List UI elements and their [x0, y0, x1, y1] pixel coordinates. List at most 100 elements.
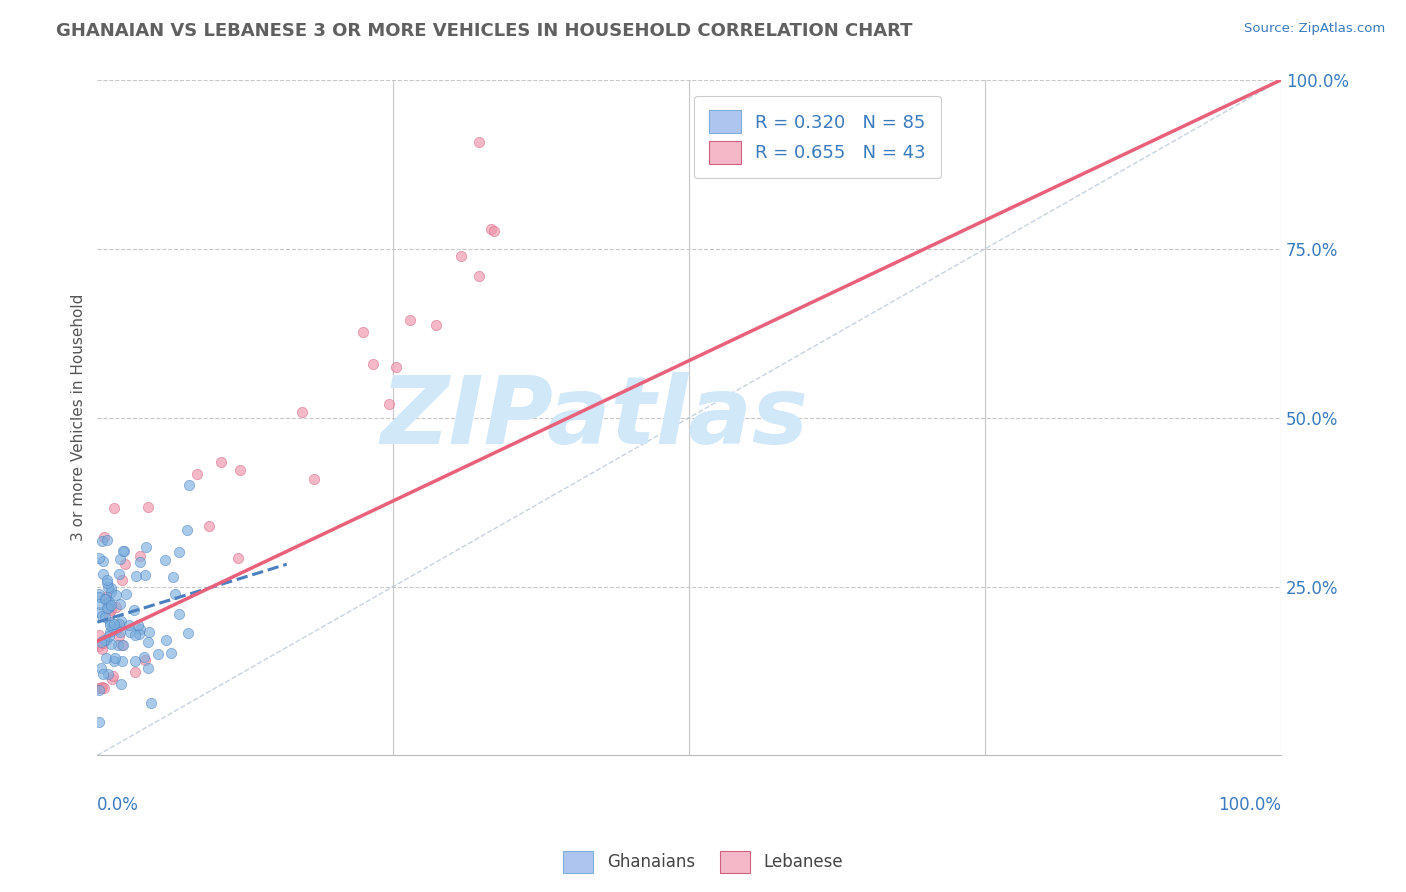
- Legend: R = 0.320   N = 85, R = 0.655   N = 43: R = 0.320 N = 85, R = 0.655 N = 43: [695, 95, 941, 178]
- Text: GHANAIAN VS LEBANESE 3 OR MORE VEHICLES IN HOUSEHOLD CORRELATION CHART: GHANAIAN VS LEBANESE 3 OR MORE VEHICLES …: [56, 22, 912, 40]
- Point: [94, 633, 117, 648]
- Point: [139, 696, 162, 710]
- Point: [209, 454, 232, 468]
- Point: [108, 552, 131, 566]
- Point: [87, 550, 110, 565]
- Point: [91, 553, 114, 567]
- Point: [122, 603, 145, 617]
- Point: [129, 555, 152, 569]
- Point: [97, 601, 120, 615]
- Y-axis label: 3 or more Vehicles in Household: 3 or more Vehicles in Household: [72, 294, 86, 541]
- Point: [105, 588, 128, 602]
- Point: [107, 567, 129, 582]
- Point: [105, 622, 128, 636]
- Point: [155, 633, 177, 648]
- Point: [167, 607, 190, 621]
- Point: [90, 681, 112, 695]
- Point: [94, 591, 117, 606]
- Point: [100, 582, 122, 596]
- Point: [91, 609, 114, 624]
- Point: [96, 573, 118, 587]
- Point: [87, 590, 110, 604]
- Point: [90, 534, 112, 549]
- Point: [468, 135, 491, 149]
- Point: [98, 615, 121, 629]
- Point: [97, 629, 120, 643]
- Point: [128, 626, 150, 640]
- Point: [138, 624, 160, 639]
- Point: [87, 681, 110, 695]
- Point: [108, 597, 131, 611]
- Point: [108, 616, 131, 631]
- Point: [197, 519, 219, 533]
- Point: [100, 585, 122, 599]
- Point: [110, 614, 132, 628]
- Point: [136, 661, 159, 675]
- Point: [87, 714, 110, 729]
- Point: [101, 620, 124, 634]
- Point: [103, 654, 125, 668]
- Point: [100, 618, 122, 632]
- Point: [398, 313, 420, 327]
- Point: [94, 591, 117, 606]
- Point: [114, 558, 136, 572]
- Point: [425, 318, 447, 332]
- Point: [100, 598, 122, 612]
- Point: [135, 541, 157, 555]
- Point: [159, 646, 181, 660]
- Point: [94, 609, 117, 624]
- Point: [93, 530, 115, 544]
- Legend: Ghanaians, Lebanese: Ghanaians, Lebanese: [557, 845, 849, 880]
- Point: [134, 653, 156, 667]
- Point: [169, 545, 191, 559]
- Point: [87, 628, 110, 642]
- Text: Source: ZipAtlas.com: Source: ZipAtlas.com: [1244, 22, 1385, 36]
- Point: [97, 666, 120, 681]
- Point: [226, 550, 249, 565]
- Point: [291, 405, 314, 419]
- Point: [90, 681, 112, 695]
- Text: 0.0%: 0.0%: [97, 796, 139, 814]
- Point: [91, 642, 114, 657]
- Point: [467, 268, 489, 283]
- Point: [112, 638, 135, 652]
- Point: [134, 568, 156, 582]
- Point: [107, 630, 129, 644]
- Point: [186, 467, 208, 481]
- Point: [125, 569, 148, 583]
- Point: [111, 638, 134, 652]
- Point: [124, 654, 146, 668]
- Point: [129, 622, 152, 636]
- Point: [177, 626, 200, 640]
- Point: [104, 651, 127, 665]
- Point: [96, 575, 118, 590]
- Point: [87, 683, 110, 698]
- Point: [165, 586, 187, 600]
- Point: [97, 596, 120, 610]
- Point: [94, 590, 117, 604]
- Point: [90, 661, 112, 675]
- Point: [111, 654, 134, 668]
- Point: [91, 667, 114, 681]
- Point: [112, 544, 135, 558]
- Point: [115, 587, 138, 601]
- Point: [385, 359, 408, 374]
- Point: [93, 681, 115, 695]
- Point: [98, 625, 121, 640]
- Point: [111, 543, 134, 558]
- Point: [124, 628, 146, 642]
- Point: [97, 595, 120, 609]
- Point: [450, 249, 472, 263]
- Point: [93, 636, 115, 650]
- Point: [482, 223, 505, 237]
- Point: [363, 357, 385, 371]
- Point: [124, 665, 146, 679]
- Point: [229, 463, 252, 477]
- Point: [107, 619, 129, 633]
- Point: [90, 635, 112, 649]
- Point: [302, 472, 325, 486]
- Point: [98, 607, 121, 622]
- Point: [93, 566, 115, 581]
- Point: [100, 636, 122, 650]
- Point: [118, 625, 141, 640]
